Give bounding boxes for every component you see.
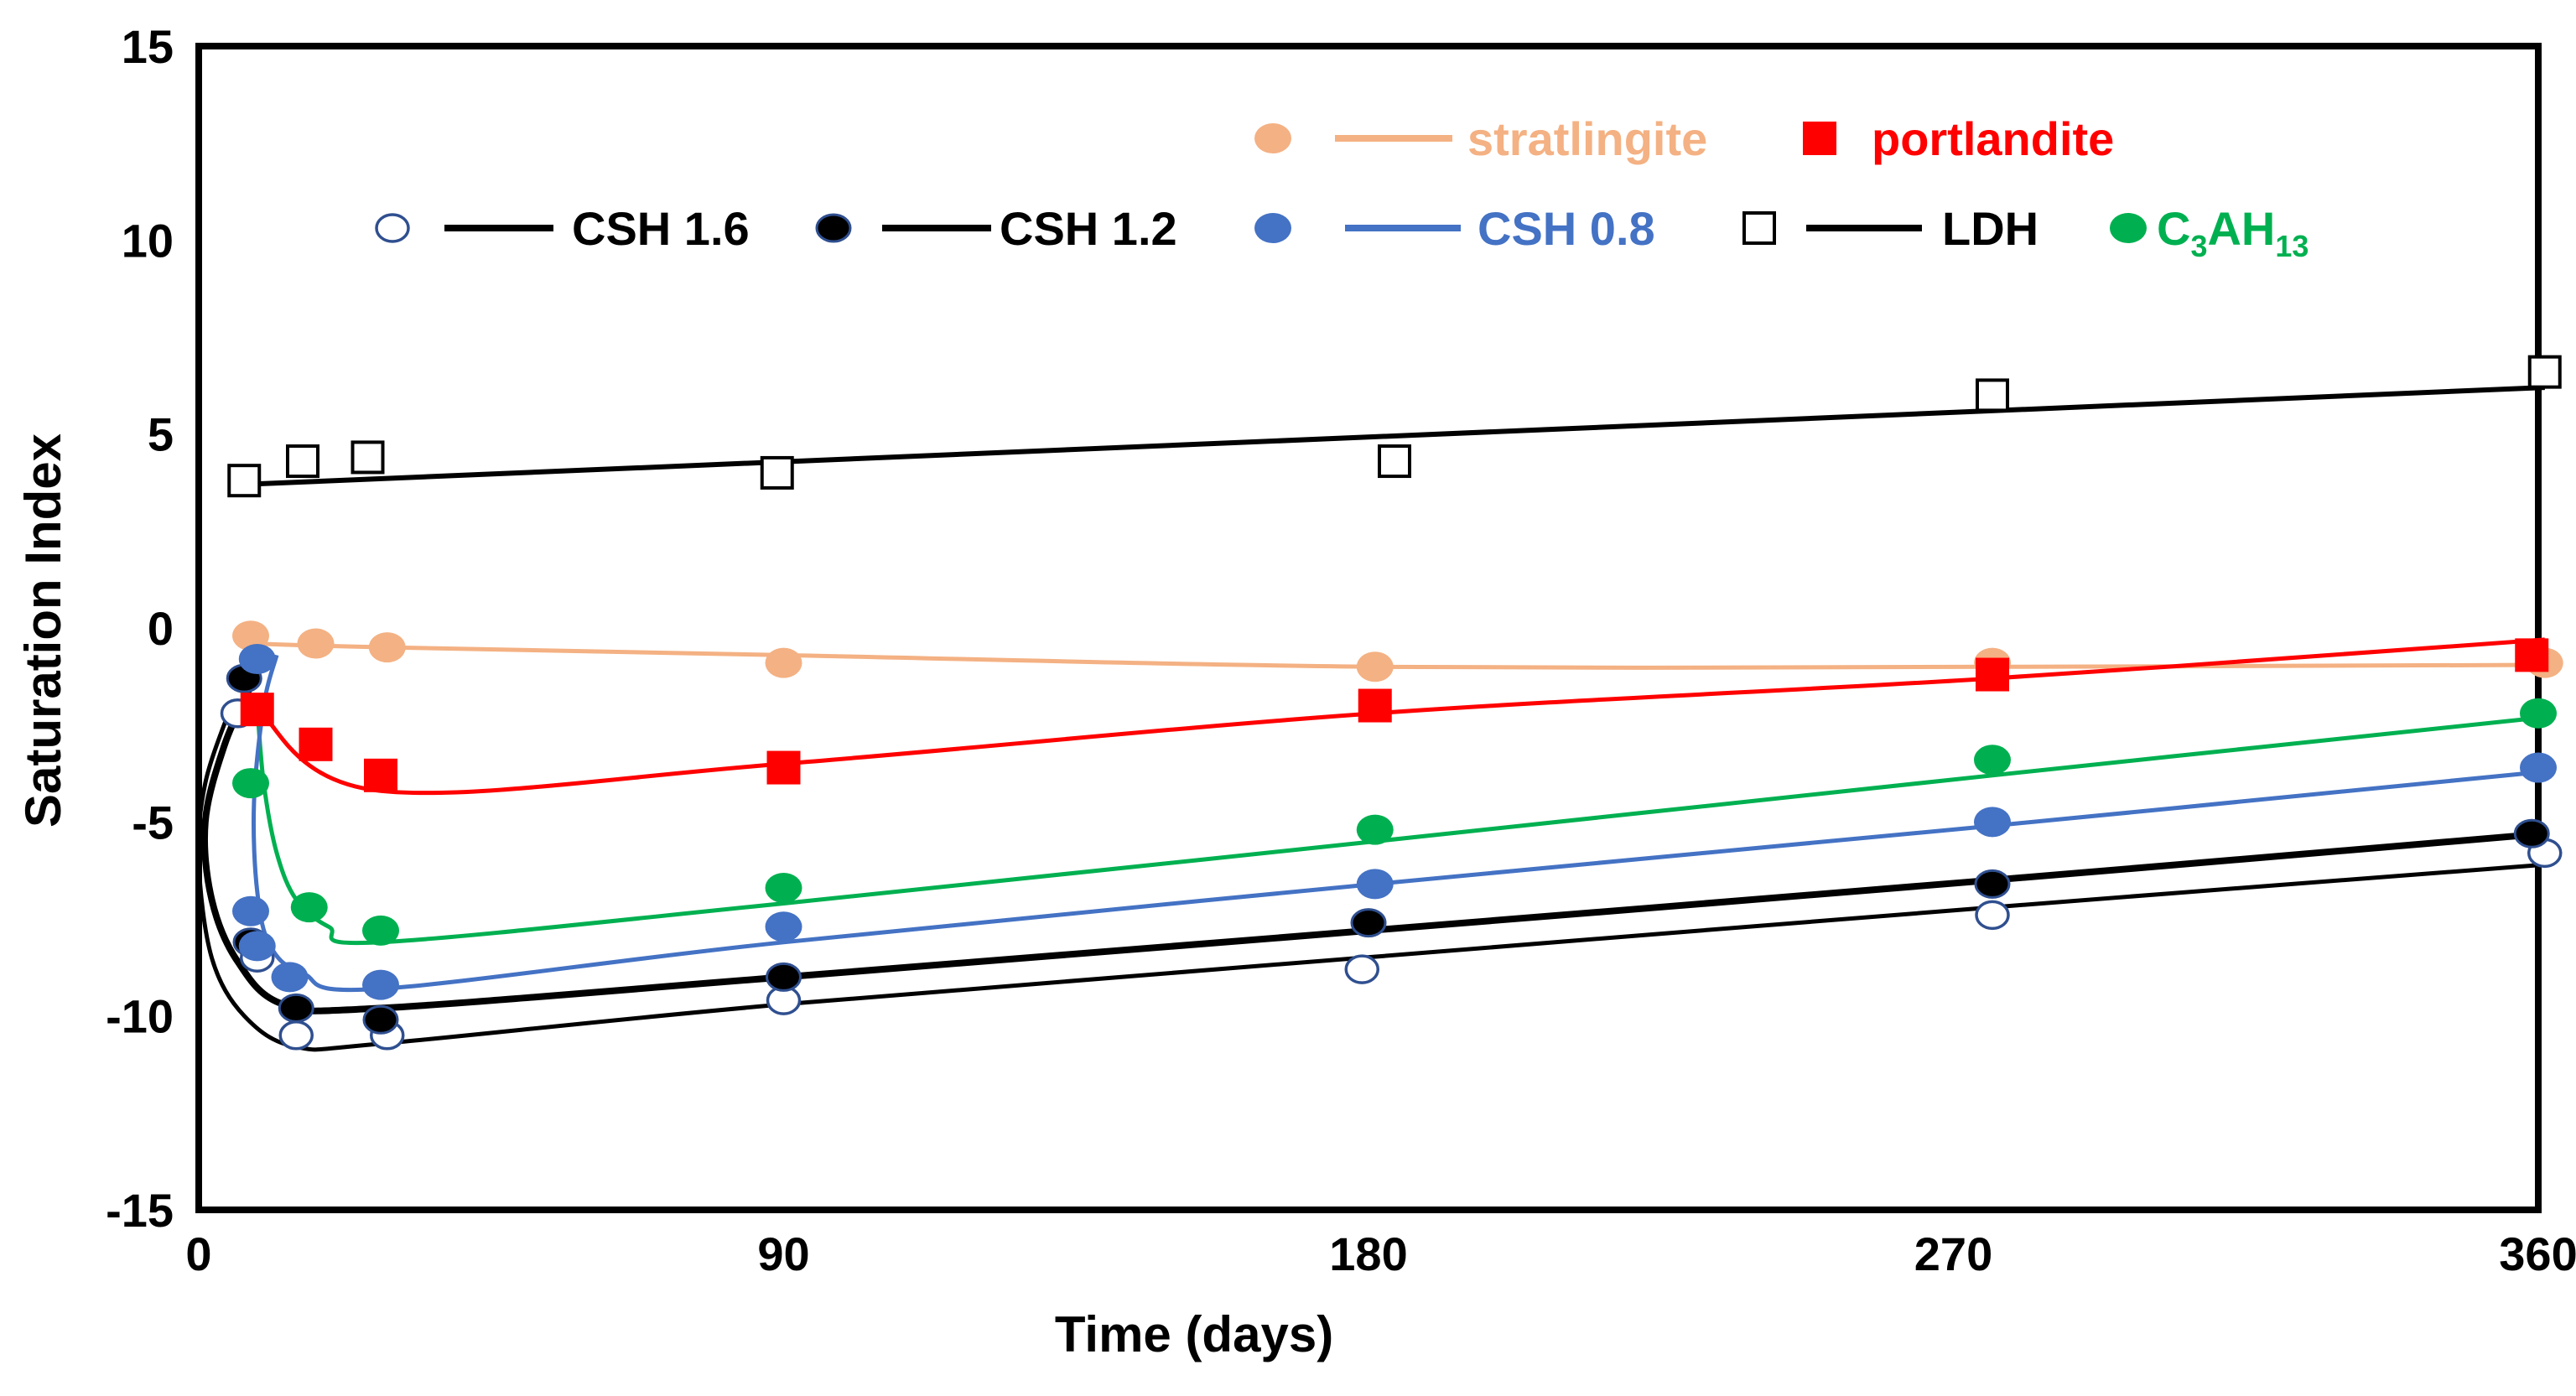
- point-c3ah13-1: [290, 892, 328, 923]
- point-ldh-3: [760, 455, 794, 490]
- legend-label-c3ah13: C3AH13: [2157, 202, 2309, 263]
- point-stratlingite-1: [297, 628, 335, 659]
- point-csh-0-8-8: [2520, 752, 2557, 783]
- legend: stratlingite portlandite CSH 1.6 CSH 1.2 CSH…: [375, 112, 2309, 263]
- point-csh-1-2-3: [362, 1004, 399, 1035]
- fit-line-c3ah13: [255, 705, 2546, 946]
- point-csh-1-6-5: [1344, 954, 1379, 984]
- point-ldh-2: [351, 440, 385, 475]
- y-tick-label-15: 15: [122, 20, 174, 73]
- fit-lines: [196, 385, 2546, 1052]
- fit-line-stratlingite: [250, 641, 2545, 670]
- legend-label-csh-1-2: CSH 1.2: [1000, 202, 1177, 255]
- point-portlandite-6: [2515, 638, 2549, 672]
- point-csh-0-8-2: [238, 931, 276, 962]
- point-portlandite-3: [766, 750, 801, 785]
- legend-label-portlandite: portlandite: [1872, 112, 2114, 165]
- point-stratlingite-0: [232, 620, 269, 651]
- point-csh-1-6-2: [278, 1020, 314, 1051]
- point-csh-0-8-7: [1974, 807, 2011, 838]
- fit-line-csh-1-2: [200, 684, 2546, 1015]
- legend-marker-ldh: [1742, 211, 1776, 245]
- point-csh-0-8-6: [1356, 869, 1394, 900]
- point-csh-0-8-0: [238, 644, 276, 675]
- legend-label-stratlingite: stratlingite: [1467, 112, 1707, 165]
- x-tick-label-0: 0: [185, 1227, 211, 1280]
- point-csh-1-2-2: [278, 993, 314, 1023]
- point-stratlingite-3: [765, 647, 802, 678]
- point-ldh-4: [1378, 444, 1411, 479]
- point-csh-0-8-4: [362, 969, 399, 1000]
- point-csh-0-8-1: [232, 895, 269, 926]
- legend-marker-stratlingite: [1254, 123, 1291, 153]
- point-csh-0-8-5: [765, 911, 802, 942]
- plot-frame: [195, 43, 2542, 1213]
- legend-label-ldh: LDH: [1942, 202, 2038, 255]
- point-ldh-0: [227, 464, 262, 498]
- point-csh-1-2-7: [2513, 818, 2550, 848]
- x-tick-label-270: 270: [1914, 1227, 1992, 1280]
- legend-label-csh-0-8: CSH 0.8: [1478, 202, 1655, 255]
- y-tick-label-0: 0: [148, 602, 174, 655]
- point-csh-0-8-3: [271, 962, 309, 993]
- data-points: [220, 355, 2563, 1051]
- point-c3ah13-3: [765, 872, 802, 903]
- y-axis-title: Saturation Index: [15, 433, 71, 828]
- fit-line-portlandite: [256, 637, 2545, 796]
- point-portlandite-0: [240, 693, 274, 727]
- fit-line-csh-0-8: [251, 654, 2546, 993]
- point-csh-1-2-4: [766, 962, 802, 992]
- point-ldh-5: [1976, 378, 2009, 413]
- legend-marker-csh-1-2: [815, 213, 852, 243]
- point-portlandite-1: [299, 727, 333, 761]
- legend-marker-c3ah13: [2110, 213, 2147, 243]
- point-csh-1-6-6: [1975, 900, 2010, 931]
- x-axis-ticks: 0 90 180 270 360: [185, 1227, 2576, 1280]
- y-tick-label--10: -10: [106, 990, 174, 1043]
- point-c3ah13-5: [1974, 745, 2011, 776]
- point-portlandite-2: [364, 758, 397, 792]
- legend-marker-portlandite: [1803, 122, 1836, 155]
- fit-line-ldh: [244, 385, 2545, 487]
- point-stratlingite-4: [1356, 651, 1394, 682]
- point-c3ah13-6: [2520, 698, 2557, 729]
- point-csh-1-2-5: [1350, 908, 1387, 938]
- fit-line-csh-1-6: [196, 704, 2545, 1052]
- x-tick-label-90: 90: [757, 1227, 809, 1280]
- y-tick-label--5: -5: [132, 796, 174, 848]
- point-portlandite-4: [1358, 688, 1392, 723]
- point-c3ah13-4: [1356, 814, 1394, 845]
- point-portlandite-5: [1976, 657, 2009, 692]
- point-ldh-1: [286, 444, 319, 479]
- legend-label-csh-1-6: CSH 1.6: [572, 202, 750, 255]
- legend-marker-csh-0-8: [1254, 213, 1291, 243]
- y-axis-ticks: -15 -10 -5 0 5 10 15: [106, 20, 174, 1237]
- point-stratlingite-2: [368, 632, 406, 663]
- point-ldh-6: [2527, 355, 2562, 389]
- point-c3ah13-2: [362, 915, 399, 946]
- x-axis-title: Time (days): [1055, 1306, 1333, 1362]
- point-c3ah13-0: [232, 768, 269, 799]
- y-tick-label-10: 10: [122, 214, 174, 267]
- x-tick-label-360: 360: [2499, 1227, 2576, 1280]
- y-tick-label--15: -15: [106, 1184, 174, 1237]
- legend-marker-csh-1-6: [375, 213, 410, 243]
- x-tick-label-180: 180: [1329, 1227, 1407, 1280]
- point-csh-1-2-6: [1974, 869, 2011, 899]
- y-tick-label-5: 5: [148, 408, 174, 461]
